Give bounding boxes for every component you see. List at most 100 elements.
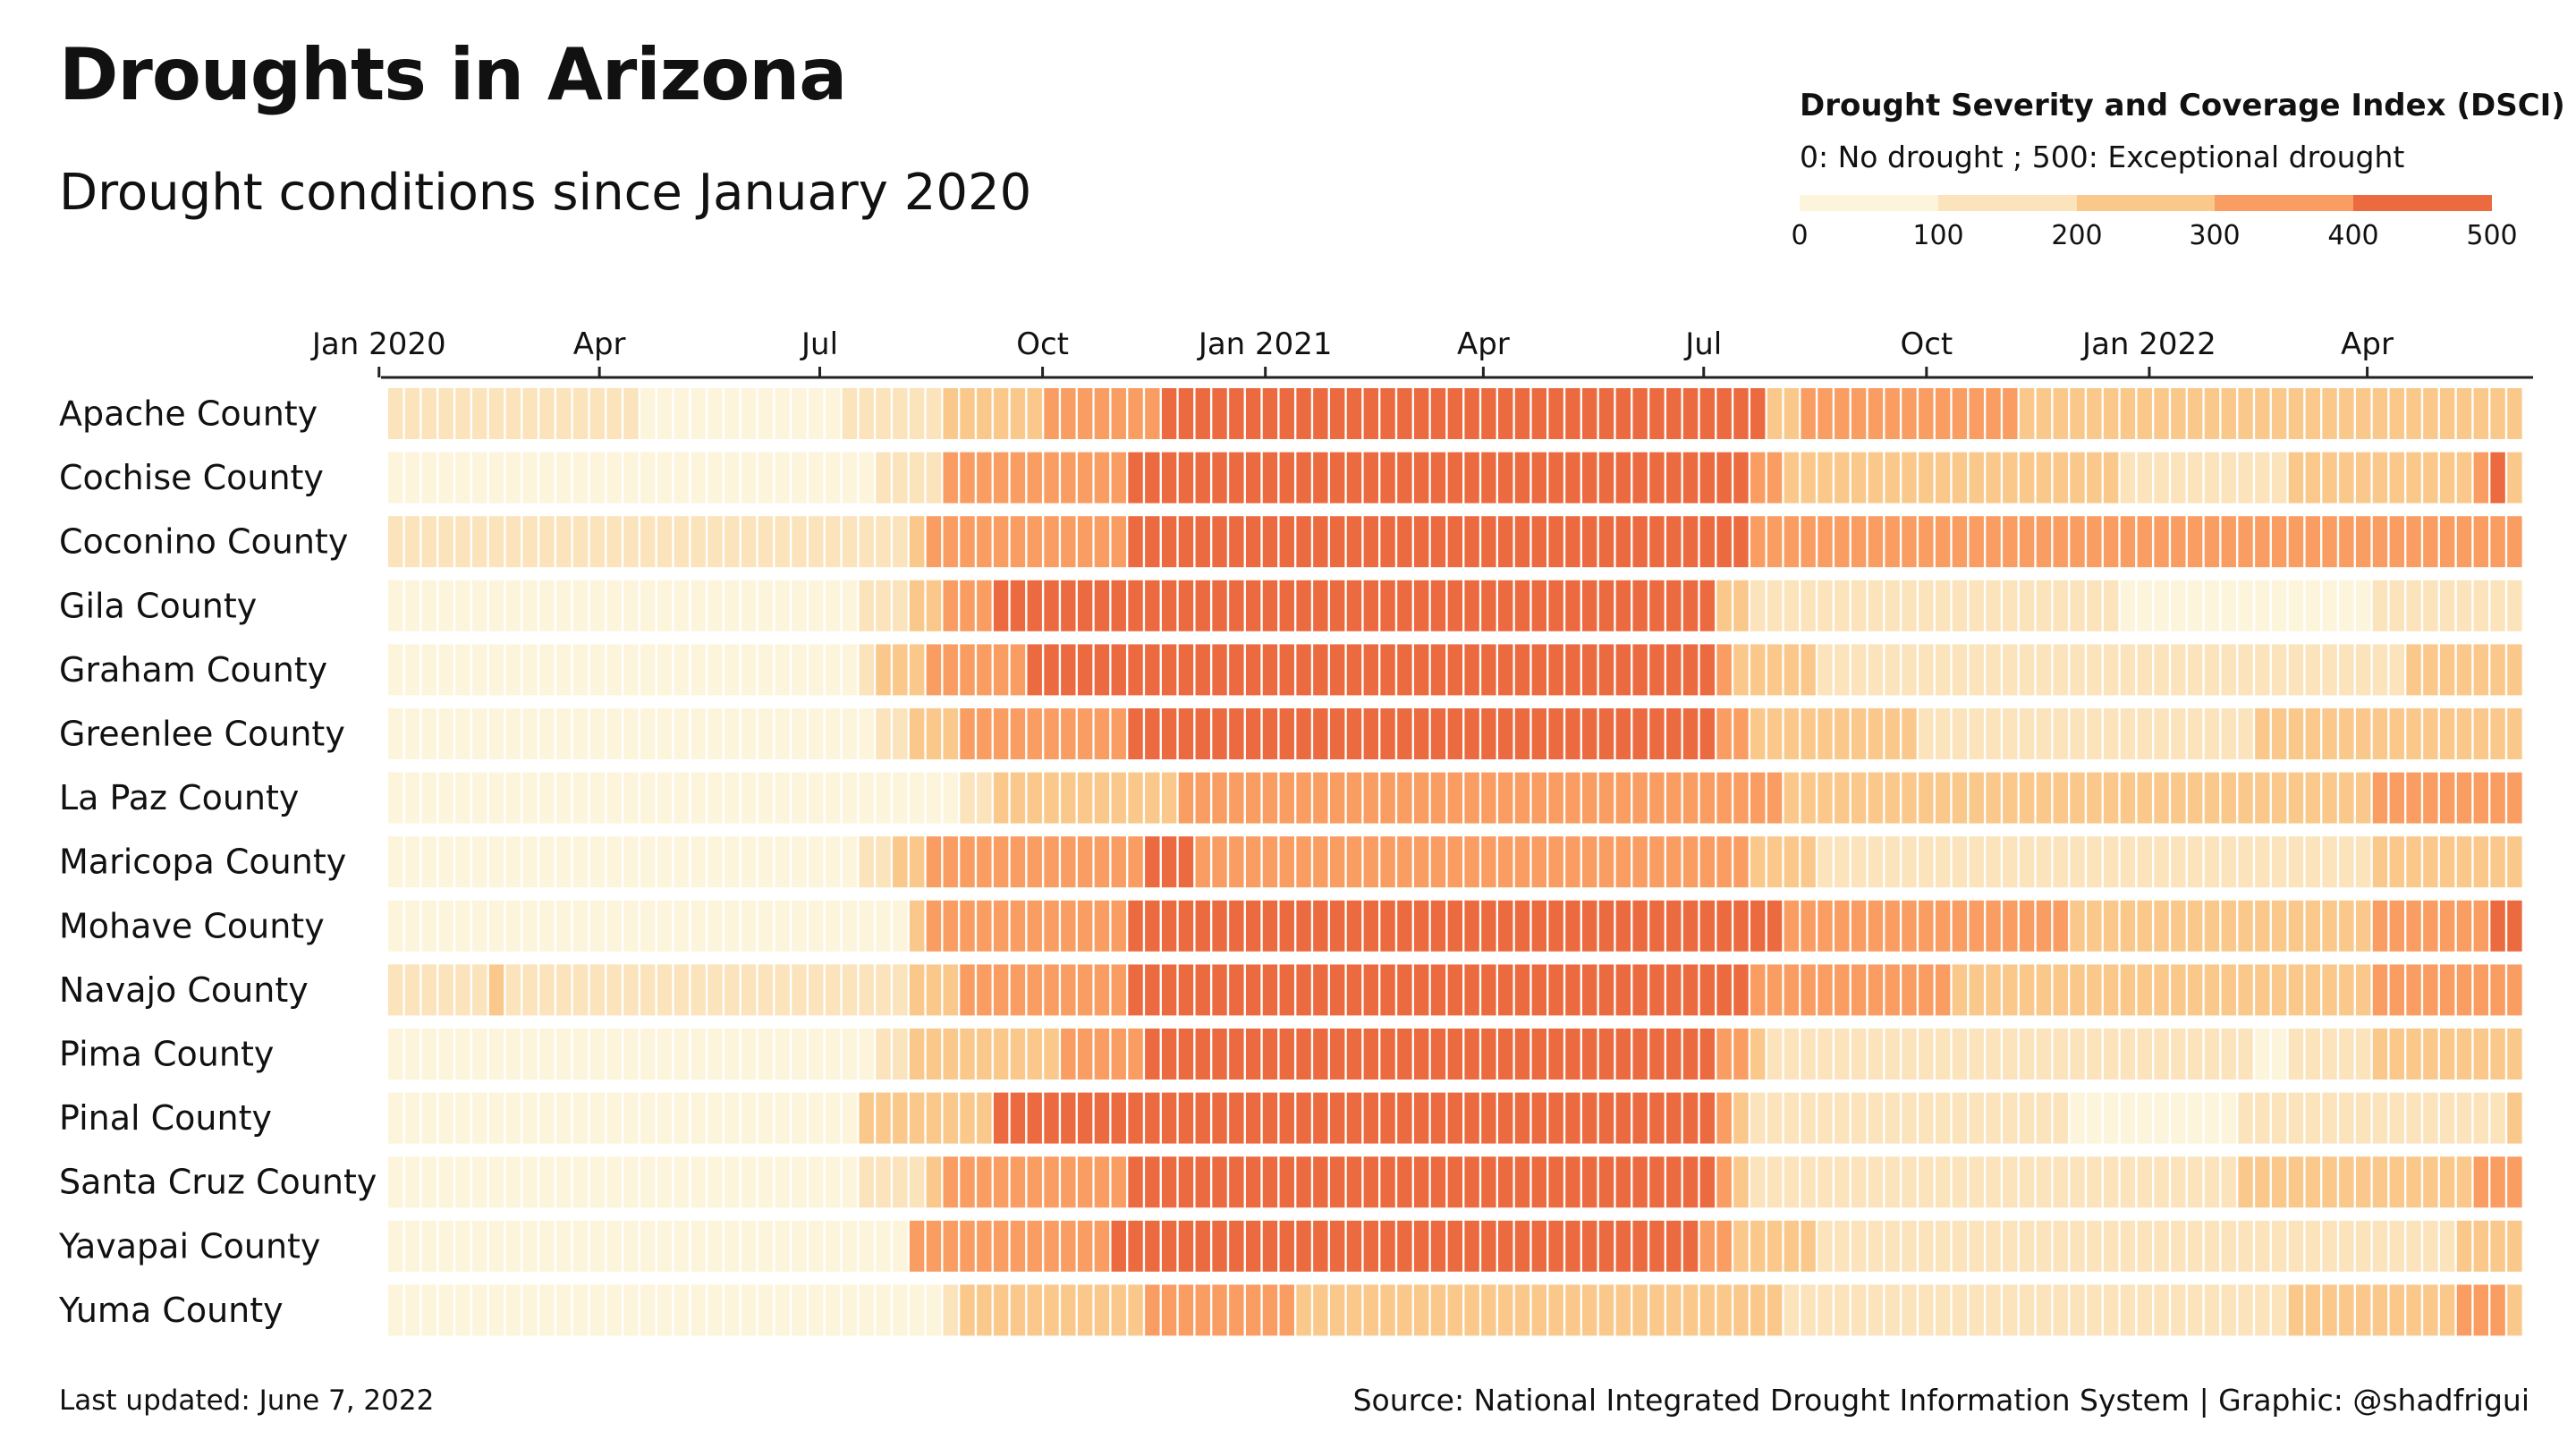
heatmap-cell — [1682, 1092, 1699, 1144]
heatmap-cell — [2019, 1284, 2035, 1336]
heatmap-cell — [2439, 708, 2455, 759]
heatmap-cell — [1935, 964, 1951, 1016]
heatmap-cell — [2137, 1156, 2152, 1208]
heatmap-cell — [1195, 516, 1210, 568]
heatmap-cell — [825, 1092, 841, 1144]
heatmap-cell — [2019, 1220, 2035, 1272]
heatmap-cell — [1481, 836, 1496, 888]
heatmap-cell — [606, 708, 622, 759]
heatmap-cell — [1935, 516, 1951, 568]
heatmap-cell — [809, 1220, 824, 1272]
heatmap-cell — [2053, 1029, 2068, 1080]
heatmap-cell — [1229, 1092, 1244, 1144]
heatmap-cell — [708, 964, 723, 1016]
heatmap-cell — [960, 1092, 975, 1144]
heatmap-cell — [1784, 1156, 1800, 1208]
heatmap-cell — [859, 1284, 874, 1336]
heatmap-cell — [505, 516, 521, 568]
heatmap-cell — [1313, 836, 1328, 888]
heatmap-cell — [909, 452, 925, 504]
heatmap-cell — [2423, 580, 2438, 631]
heatmap-cell — [1835, 1220, 1850, 1272]
heatmap-cell — [488, 900, 504, 952]
heatmap-cell — [708, 772, 723, 824]
heatmap-cell — [1649, 644, 1665, 696]
heatmap-cell — [943, 388, 958, 439]
heatmap-cell — [2490, 772, 2505, 824]
heatmap-cell — [472, 644, 487, 696]
heatmap-cell — [2120, 1156, 2136, 1208]
heatmap-cell — [876, 1156, 891, 1208]
heatmap-cell — [1229, 772, 1244, 824]
heatmap-cell — [1262, 1284, 1278, 1336]
heatmap-cell — [2423, 644, 2438, 696]
heatmap-cell — [1380, 1156, 1395, 1208]
heatmap-cell — [1229, 836, 1244, 888]
heatmap-cell — [1885, 580, 1900, 631]
heatmap-cell — [758, 900, 774, 952]
x-tick-label: Apr — [2341, 326, 2394, 362]
heatmap-cell — [2389, 1092, 2404, 1144]
heatmap-cell — [691, 836, 706, 888]
heatmap-cell — [2271, 1156, 2287, 1208]
heatmap-cell — [758, 964, 774, 1016]
heatmap-cell — [1313, 772, 1328, 824]
heatmap-cell — [2255, 1220, 2270, 1272]
heatmap-cell — [2355, 644, 2371, 696]
heatmap-cell — [876, 516, 891, 568]
heatmap-cell — [741, 1220, 757, 1272]
heatmap-cell — [1565, 964, 1580, 1016]
heatmap-cell — [1413, 452, 1429, 504]
heatmap-cell — [1582, 900, 1597, 952]
heatmap-cell — [1077, 1220, 1093, 1272]
heatmap-cell — [1835, 836, 1850, 888]
heatmap-cell — [724, 772, 740, 824]
legend-tick-0: 0 — [1791, 220, 1809, 251]
heatmap-cell — [556, 964, 572, 1016]
heatmap-cell — [1565, 1220, 1580, 1272]
heatmap-cell — [893, 580, 908, 631]
heatmap-cell — [1128, 1029, 1143, 1080]
heatmap-cell — [1952, 580, 1968, 631]
heatmap-cell — [993, 964, 1009, 1016]
heatmap-cell — [1094, 1029, 1110, 1080]
heatmap-cell — [2137, 644, 2152, 696]
heatmap-cell — [2003, 388, 2018, 439]
heatmap-cell — [1666, 708, 1682, 759]
county-row: Yavapai County — [58, 1220, 2522, 1272]
heatmap-cell — [1212, 900, 1227, 952]
heatmap-cell — [1413, 516, 1429, 568]
heatmap-cell — [2271, 964, 2287, 1016]
heatmap-cell — [657, 1284, 673, 1336]
heatmap-cell — [1986, 772, 2001, 824]
heatmap-cell — [556, 1284, 572, 1336]
heatmap-cell — [1682, 772, 1699, 824]
heatmap-cell — [1801, 836, 1816, 888]
heatmap-cell — [1413, 900, 1429, 952]
heatmap-cell — [1313, 516, 1328, 568]
heatmap-cell — [1767, 708, 1783, 759]
heatmap-cell — [724, 1029, 740, 1080]
heatmap-cell — [1885, 836, 1900, 888]
heatmap-cell — [1044, 836, 1059, 888]
heatmap-cell — [2087, 836, 2102, 888]
heatmap-cell — [1077, 900, 1093, 952]
x-axis: Jan 2020 Apr Jul Oct Jan 2021 Apr Jul Oct Jan 20… — [310, 326, 2533, 379]
heatmap-cell — [2355, 1156, 2371, 1208]
heatmap-cell — [2423, 388, 2438, 439]
heatmap-cell — [1044, 1156, 1059, 1208]
heatmap-cell — [1514, 1220, 1530, 1272]
heatmap-cell — [1296, 644, 1311, 696]
heatmap-cell — [1397, 1029, 1412, 1080]
heatmap-cell — [1027, 388, 1042, 439]
heatmap-cell — [1111, 452, 1126, 504]
heatmap-cell — [2305, 836, 2320, 888]
heatmap-cell — [2221, 964, 2236, 1016]
chart-subtitle: Drought conditions since January 2020 — [59, 164, 1032, 222]
heatmap-cell — [2187, 1220, 2203, 1272]
heatmap-cell — [926, 964, 942, 1016]
heatmap-cell — [741, 1156, 757, 1208]
heatmap-cell — [522, 1029, 538, 1080]
heatmap-cell — [1447, 1284, 1462, 1336]
heatmap-cell — [2053, 1220, 2068, 1272]
